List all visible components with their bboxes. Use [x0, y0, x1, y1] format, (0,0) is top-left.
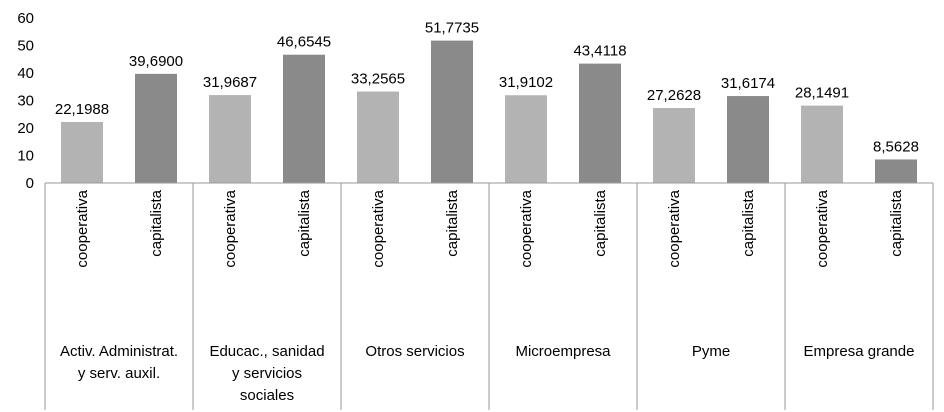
group-label: sociales: [240, 387, 294, 404]
y-tick-label: 30: [17, 93, 34, 110]
y-tick-label: 0: [26, 175, 34, 192]
y-tick-label: 50: [17, 38, 34, 55]
data-label: 27,2628: [647, 87, 701, 104]
bar-capitalista: [283, 54, 325, 183]
sub-category-label: cooperativa: [518, 189, 535, 267]
bar-cooperativa: [505, 95, 547, 183]
sub-category-label: capitalista: [888, 189, 905, 256]
sub-category-label: cooperativa: [222, 189, 239, 267]
data-label: 28,1491: [795, 85, 849, 102]
group-label: Microempresa: [515, 343, 611, 360]
group-label: Empresa grande: [804, 343, 915, 360]
data-label: 22,1988: [55, 101, 109, 118]
bar-capitalista: [579, 63, 621, 183]
sub-category-label: capitalista: [148, 189, 165, 256]
bar-capitalista: [135, 73, 177, 183]
group-label: y serv. auxil.: [78, 365, 160, 382]
data-label: 31,9687: [203, 74, 257, 91]
data-label: 8,5628: [873, 138, 919, 155]
bar-capitalista: [875, 159, 917, 183]
bar-cooperativa: [61, 121, 103, 183]
data-label: 39,6900: [129, 53, 183, 70]
group-label: Educac., sanidad: [209, 343, 324, 360]
group-label: Activ. Administrat.: [60, 343, 178, 360]
sub-category-label: capitalista: [740, 189, 757, 256]
group-label: y servicios: [232, 365, 302, 382]
group-label: Otros servicios: [365, 343, 464, 360]
data-label: 31,6174: [721, 75, 775, 92]
bar-capitalista: [431, 40, 473, 183]
sub-category-label: cooperativa: [370, 189, 387, 267]
data-label: 33,2565: [351, 71, 405, 88]
bar-cooperativa: [653, 108, 695, 183]
y-tick-label: 10: [17, 148, 34, 165]
sub-category-label: cooperativa: [814, 189, 831, 267]
bar-cooperativa: [801, 105, 843, 183]
sub-category-label: capitalista: [296, 189, 313, 256]
bar-cooperativa: [357, 91, 399, 183]
data-label: 31,9102: [499, 74, 553, 91]
group-label: Pyme: [692, 343, 730, 360]
y-tick-label: 40: [17, 65, 34, 82]
sub-category-label: capitalista: [592, 189, 609, 256]
data-label: 51,7735: [425, 20, 479, 37]
y-tick-label: 60: [17, 10, 34, 27]
y-tick-label: 20: [17, 120, 34, 137]
sub-category-label: capitalista: [444, 189, 461, 256]
bar-capitalista: [727, 96, 769, 183]
data-label: 46,6545: [277, 34, 331, 51]
sub-category-label: cooperativa: [74, 189, 91, 267]
data-label: 43,4118: [573, 43, 626, 60]
bar-cooperativa: [209, 95, 251, 183]
sub-category-label: cooperativa: [666, 189, 683, 267]
